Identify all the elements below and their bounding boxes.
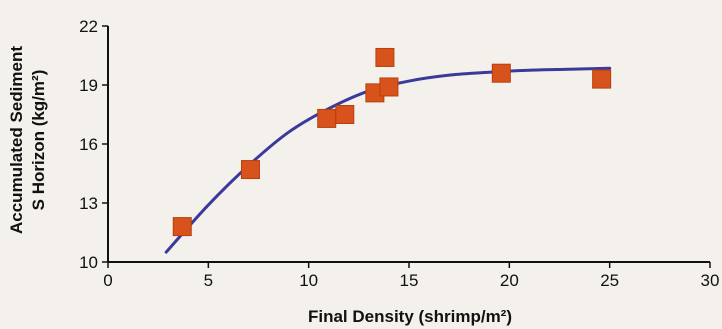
x-tick-label: 25 [600, 271, 619, 290]
x-axis-title: Final Density (shrimp/m²) [308, 307, 512, 326]
y-axis-title-line2: S Horizon (kg/m²) [29, 70, 48, 211]
x-tick-label: 0 [103, 271, 112, 290]
data-point [375, 47, 395, 67]
x-tick-label: 20 [500, 271, 519, 290]
data-point [491, 63, 511, 83]
data-point [240, 160, 260, 180]
data-point [172, 217, 192, 237]
x-tick-label: 10 [299, 271, 318, 290]
y-tick-label: 13 [79, 194, 98, 213]
x-tick-label: 15 [400, 271, 419, 290]
y-tick-label: 19 [79, 76, 98, 95]
axes: 0 5 10 15 20 25 30 10 13 16 19 22 [79, 17, 719, 290]
data-point [379, 77, 399, 97]
data-point [592, 69, 612, 89]
data-points-layer [172, 47, 612, 237]
data-point [317, 108, 337, 128]
data-point [335, 105, 355, 124]
y-tick-label: 16 [79, 135, 98, 154]
x-tick-label: 30 [701, 271, 720, 290]
y-axis-title-line1: Accumulated Sediment [7, 46, 26, 234]
y-axis-title: Accumulated Sediment S Horizon (kg/m²) [7, 46, 48, 234]
x-tick-label: 5 [204, 271, 213, 290]
y-tick-label: 10 [79, 253, 98, 272]
y-tick-label: 22 [79, 17, 98, 36]
